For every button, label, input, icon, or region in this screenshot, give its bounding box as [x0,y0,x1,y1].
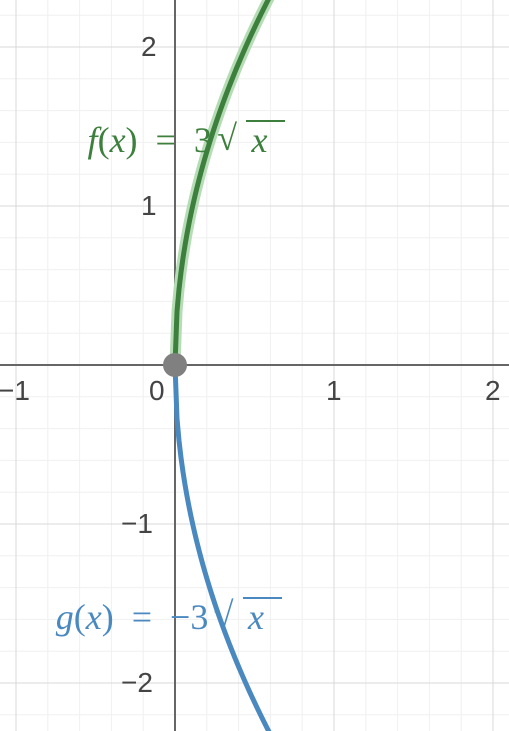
g-close: ) [102,597,114,637]
f-sqrt: x [221,119,286,161]
f-close: ) [126,120,138,160]
g-var: x [86,597,102,637]
g-lhs: g [56,597,74,637]
g-sqrt: x [217,596,282,638]
f-lhs: f [88,120,98,160]
f-eq: = [156,120,176,160]
chart-area: −1 0 1 2 −2 −1 1 2 f(x) = 3 x g(x) = −3 … [0,0,509,731]
f-open: ( [98,120,110,160]
xtick-1: 1 [326,375,342,407]
series-g-label: g(x) = −3 x [56,596,282,638]
xtick-0: 0 [149,375,165,407]
g-coef: −3 [170,597,208,637]
xtick-2: 2 [485,375,501,407]
f-var: x [110,120,126,160]
g-eq: = [132,597,152,637]
ytick-2: 2 [141,31,157,63]
series-f-label: f(x) = 3 x [88,119,286,161]
f-coef: 3 [194,120,212,160]
xtick-minus1: −1 [0,375,30,407]
g-arg: x [248,597,264,637]
ytick-minus1: −1 [121,508,153,540]
ytick-1: 1 [141,190,157,222]
g-open: ( [74,597,86,637]
f-arg: x [251,120,267,160]
ytick-minus2: −2 [121,667,153,699]
